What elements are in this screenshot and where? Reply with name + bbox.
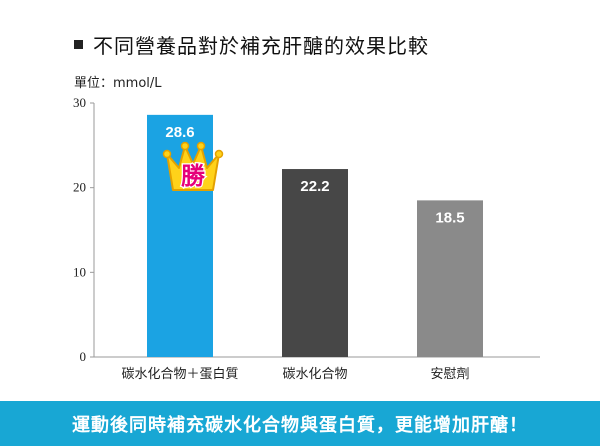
crown-icon: 勝 — [162, 141, 224, 191]
y-tick-label: 30 — [73, 95, 86, 110]
chart-title: 不同營養品對於補充肝醣的效果比較 — [93, 34, 429, 58]
crown-shape — [166, 145, 220, 191]
bar — [282, 169, 348, 357]
y-tick-label: 20 — [73, 180, 86, 195]
y-tick-label: 10 — [73, 264, 86, 279]
crown-jewel — [180, 141, 190, 151]
crown-jewel — [196, 141, 206, 151]
bar — [417, 200, 483, 357]
x-category-label: 碳水化合物＋蛋白質 — [121, 366, 238, 382]
unit-label: 單位：mmol/L — [74, 76, 162, 91]
banner-text: 運動後同時補充碳水化合物與蛋白質，更能增加肝醣！ — [72, 414, 528, 436]
chart-title-row: 不同營養品對於補充肝醣的效果比較 — [74, 30, 429, 59]
y-tick-label: 0 — [80, 349, 87, 364]
bottom-banner: 運動後同時補充碳水化合物與蛋白質，更能增加肝醣！ — [0, 401, 600, 446]
bar-value-label: 22.2 — [300, 178, 329, 195]
crown-jewel — [162, 149, 172, 159]
winner-badge-text: 勝 — [181, 162, 206, 190]
x-category-label: 碳水化合物 — [282, 367, 347, 382]
bar-value-label: 28.6 — [165, 124, 194, 141]
bar-value-label: 18.5 — [435, 209, 464, 226]
bar-chart: 0 10 20 30 28.6 碳水化合物＋蛋白質 22.2 碳水化合物 18.5 安慰劑 勝 — [73, 95, 540, 382]
crown-jewel — [214, 149, 224, 159]
square-bullet-icon — [74, 40, 83, 49]
x-category-label: 安慰劑 — [430, 366, 469, 382]
